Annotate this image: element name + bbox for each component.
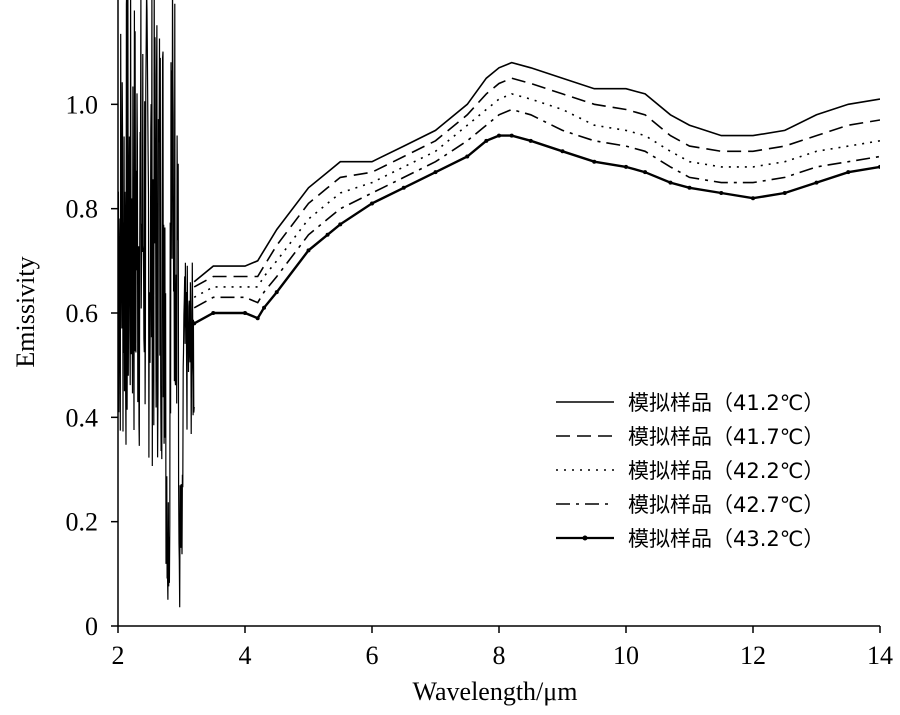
series-5-point [878, 164, 880, 169]
series-5-point [509, 133, 514, 138]
y-tick-label: 1.0 [66, 90, 99, 119]
series-5-point [325, 232, 330, 237]
series-5-point [528, 138, 533, 143]
series-5-point [465, 154, 470, 159]
series-5-point [306, 248, 311, 253]
series-5-point [497, 133, 501, 138]
series-line-5 [193, 134, 880, 325]
series-5-point [484, 138, 489, 143]
series-5-point [643, 170, 648, 175]
legend-label-2: 模拟样品（41.7℃） [628, 425, 824, 449]
series-5-point [211, 311, 216, 315]
series-5-point [274, 290, 279, 295]
series-5-point [433, 170, 438, 175]
y-tick-label: 0.6 [66, 299, 99, 328]
series-line-4 [193, 108, 880, 309]
y-tick-label: 0.2 [66, 508, 99, 537]
series-5-point [255, 316, 260, 321]
x-tick-label: 6 [366, 641, 379, 670]
legend-marker [582, 535, 588, 541]
y-tick-label: 0.8 [66, 195, 99, 224]
series-5-point [782, 191, 787, 196]
series-5-point [814, 180, 819, 185]
y-axis-ticks: 0 0.2 0.4 0.6 0.8 1.0 [66, 90, 118, 641]
x-tick-label: 12 [740, 641, 766, 670]
series-layer [118, 0, 880, 608]
series-5-point [338, 222, 343, 227]
legend-label-4: 模拟样品（42.7℃） [628, 493, 824, 517]
series-5-point [751, 196, 755, 201]
series-5-point [192, 321, 197, 326]
series-line-2 [193, 77, 880, 288]
legend-label-5: 模拟样品（43.2℃） [628, 527, 824, 551]
series-5-point [243, 311, 247, 315]
y-axis-title: Emissivity [11, 256, 40, 367]
series-5-point [370, 201, 374, 206]
legend-label-3: 模拟样品（42.2℃） [628, 459, 824, 483]
series-5-point [262, 305, 267, 310]
x-tick-label: 14 [867, 641, 893, 670]
x-tick-label: 10 [613, 641, 639, 670]
series-5-point [846, 170, 851, 175]
x-tick-label: 2 [112, 641, 125, 670]
series-5-point [401, 185, 406, 190]
absorption-noise-region [118, 0, 195, 608]
x-tick-label: 4 [239, 641, 252, 670]
series-line-1 [193, 61, 880, 283]
series-5-point [668, 180, 673, 185]
y-tick-label: 0.4 [66, 403, 99, 432]
series-5-point [719, 191, 724, 196]
series-5-point [592, 159, 597, 164]
x-axis-ticks: 2 4 6 8 10 12 14 [112, 626, 893, 670]
legend-label-1: 模拟样品（41.2℃） [628, 391, 824, 415]
y-tick-label: 0 [85, 612, 98, 641]
series-5-point [687, 185, 692, 190]
x-axis-title: Wavelength/μm [413, 677, 578, 706]
series-5-point [624, 164, 628, 169]
series-5-point [560, 149, 565, 154]
x-tick-label: 8 [493, 641, 506, 670]
legend: 模拟样品（41.2℃） 模拟样品（41.7℃） 模拟样品（42.2℃） 模拟样品（42… [556, 391, 824, 551]
